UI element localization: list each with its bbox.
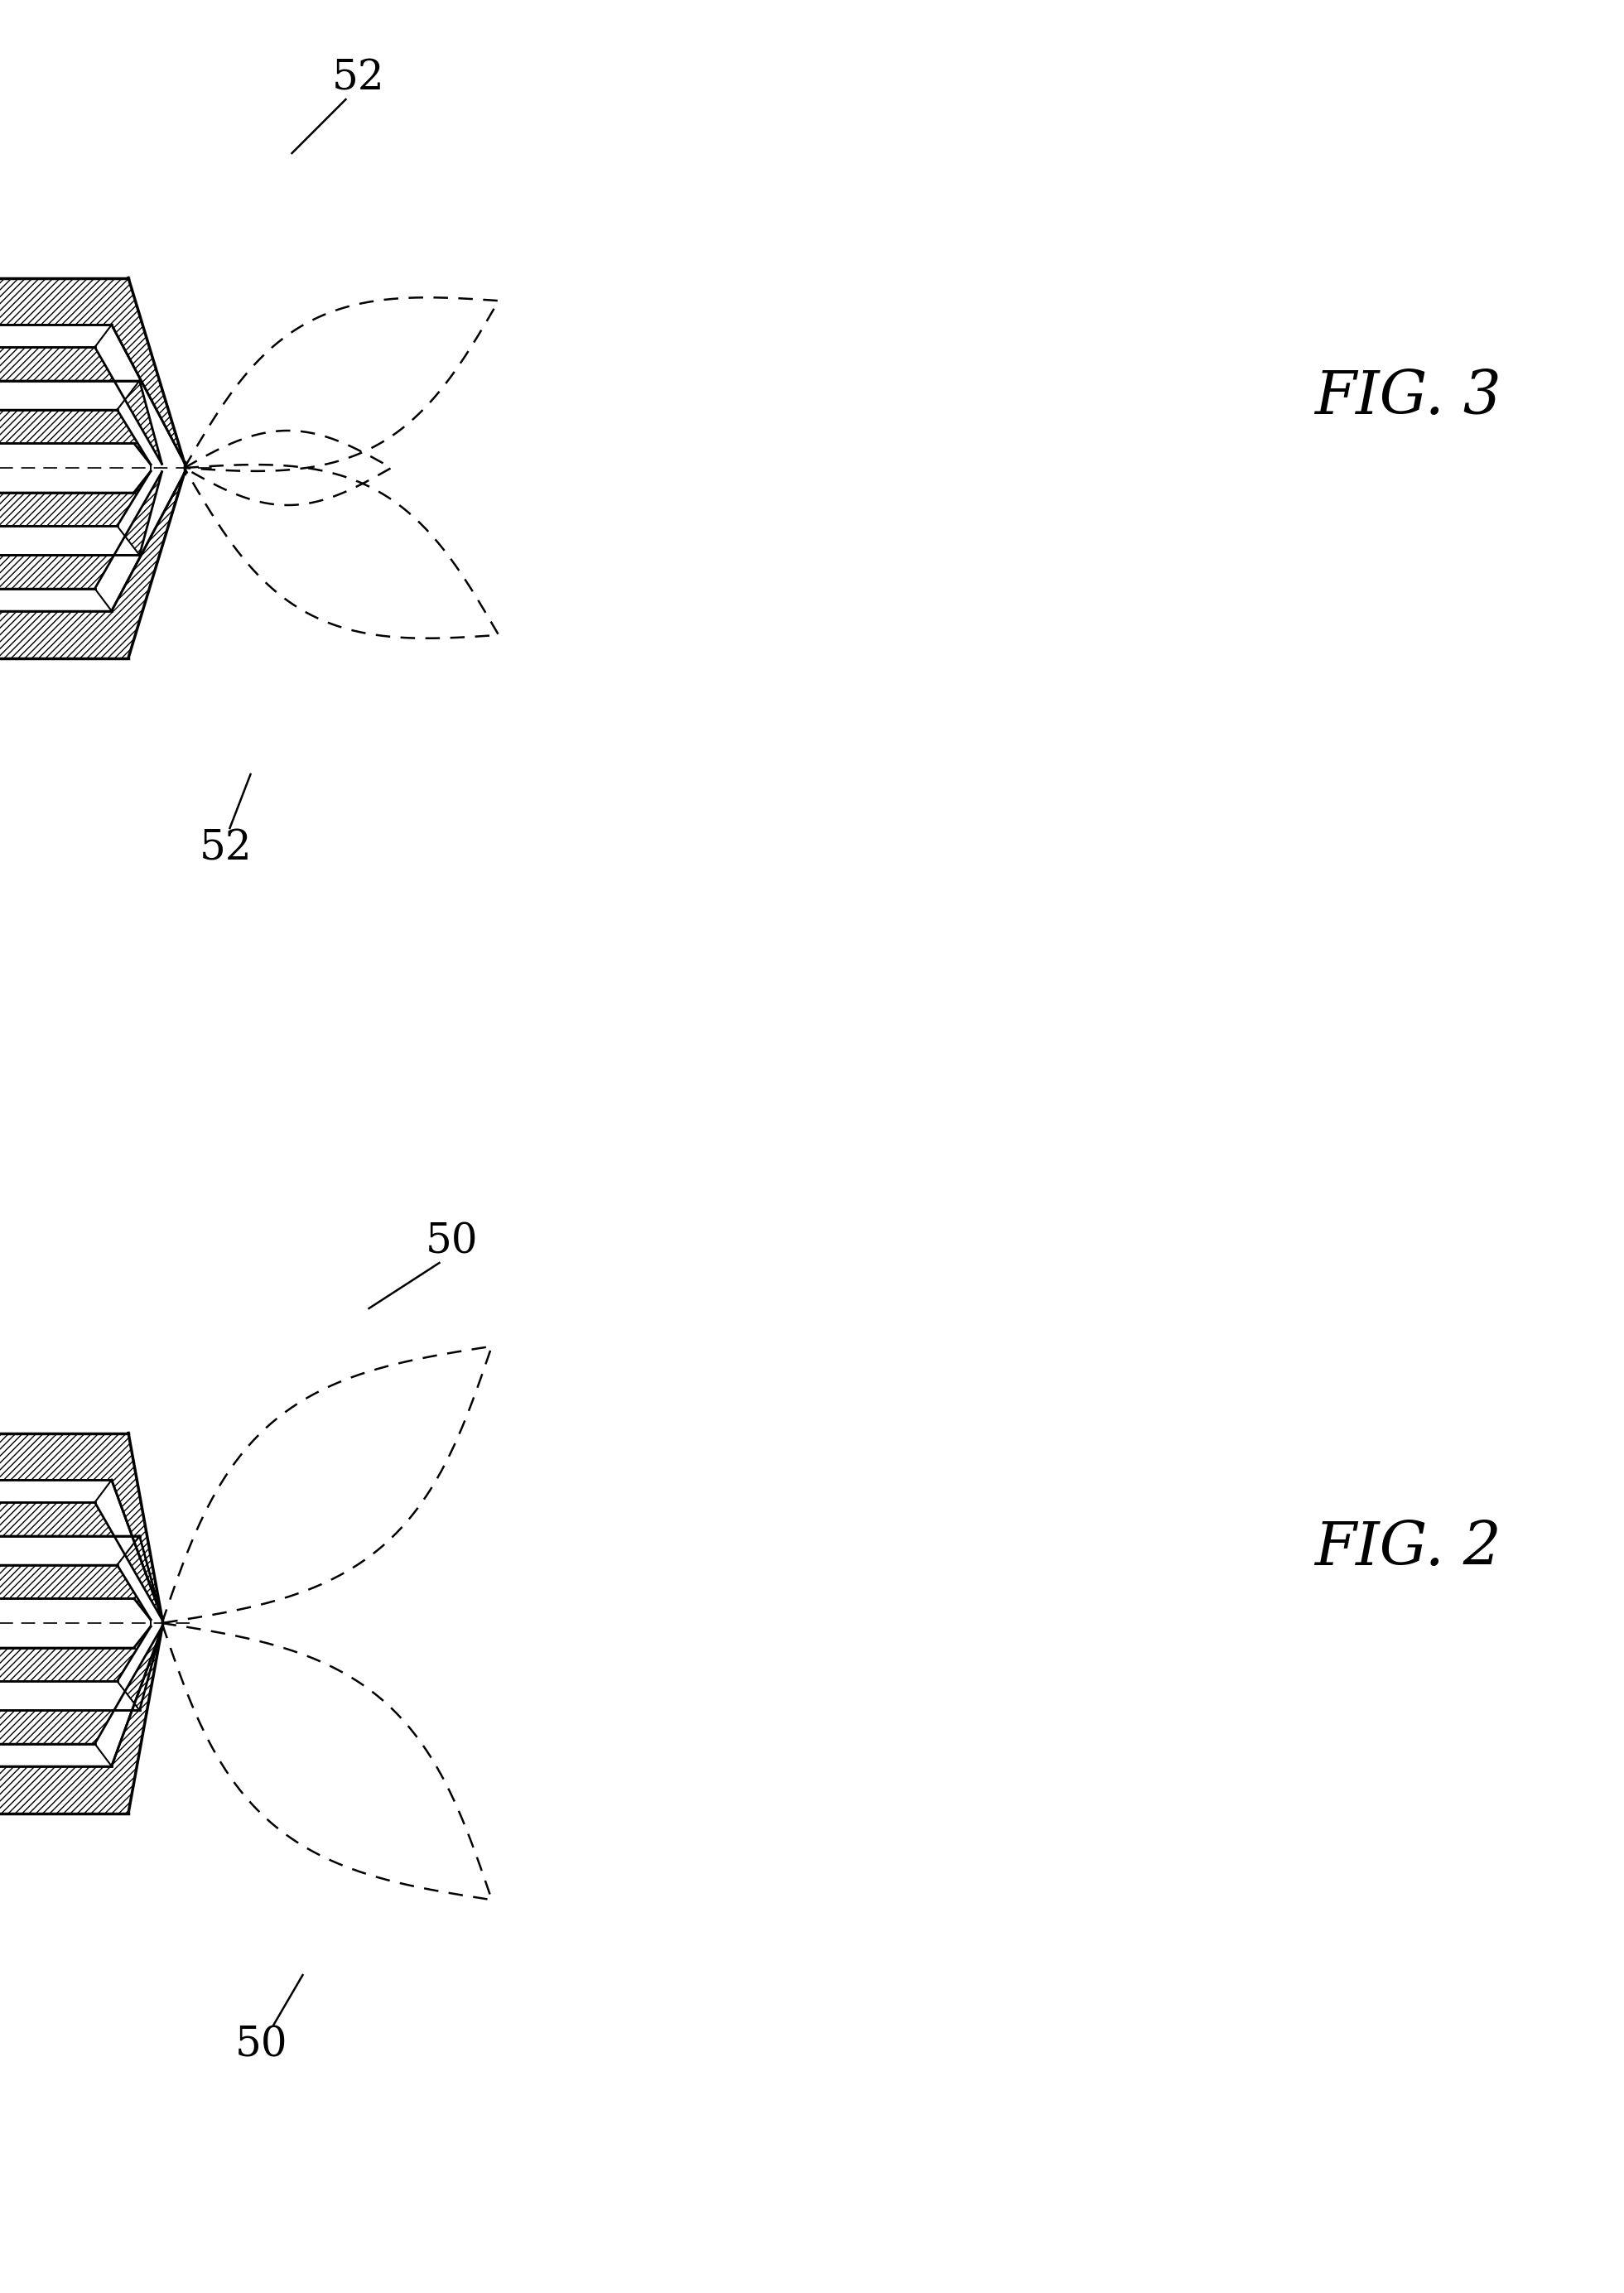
Text: FIG. 2: FIG. 2 (1314, 1520, 1501, 1578)
Text: 52: 52 (200, 828, 252, 869)
Polygon shape (0, 472, 151, 525)
Polygon shape (0, 1598, 151, 1649)
Polygon shape (0, 472, 162, 589)
Polygon shape (0, 1564, 151, 1619)
Polygon shape (0, 1628, 162, 1814)
Polygon shape (0, 589, 112, 610)
Polygon shape (0, 1743, 112, 1766)
Polygon shape (0, 1626, 151, 1681)
Polygon shape (0, 1681, 140, 1711)
Polygon shape (0, 1433, 162, 1617)
Polygon shape (0, 381, 140, 410)
Text: 50: 50 (425, 1222, 477, 1263)
Text: 52: 52 (331, 57, 385, 99)
Polygon shape (0, 346, 162, 463)
Polygon shape (0, 277, 184, 463)
Polygon shape (0, 1628, 162, 1743)
Polygon shape (0, 443, 151, 493)
Polygon shape (0, 410, 151, 465)
Polygon shape (0, 525, 140, 555)
Polygon shape (0, 1479, 112, 1502)
Text: FIG. 3: FIG. 3 (1314, 369, 1501, 426)
Text: 50: 50 (235, 2025, 287, 2066)
Polygon shape (0, 472, 184, 658)
Polygon shape (0, 1502, 162, 1619)
Polygon shape (0, 326, 112, 346)
Polygon shape (0, 1536, 140, 1564)
